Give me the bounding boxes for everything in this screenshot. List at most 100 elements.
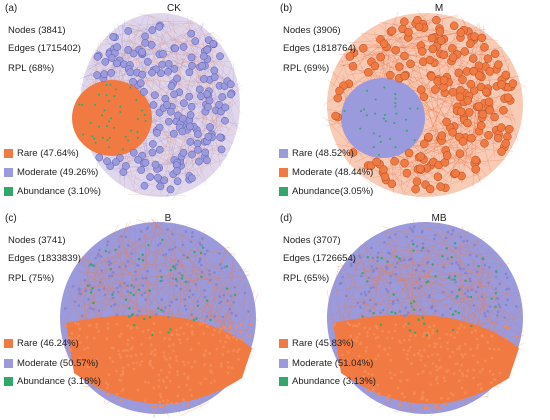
node-dot bbox=[140, 293, 144, 297]
node-dot bbox=[137, 257, 141, 261]
node-dot bbox=[174, 401, 178, 405]
node-dot bbox=[97, 288, 101, 292]
edges-count: Edges (1833839) bbox=[8, 253, 81, 264]
node-dot bbox=[435, 378, 438, 382]
node-dot bbox=[100, 269, 104, 272]
node-dot bbox=[151, 366, 155, 370]
node-dot bbox=[148, 148, 157, 157]
node-dot bbox=[451, 169, 460, 178]
node-dot bbox=[205, 299, 209, 302]
node-dot bbox=[420, 354, 424, 358]
node-dot bbox=[106, 322, 110, 326]
node-dot bbox=[384, 120, 387, 123]
node-dot bbox=[402, 314, 406, 318]
node-dot bbox=[114, 248, 117, 252]
node-dot bbox=[140, 343, 143, 346]
node-dot bbox=[357, 322, 361, 326]
node-dot bbox=[160, 405, 164, 409]
node-dot bbox=[391, 300, 395, 303]
node-dot bbox=[190, 324, 194, 328]
node-dot bbox=[474, 102, 484, 111]
node-dot bbox=[371, 373, 374, 376]
node-dot bbox=[237, 357, 241, 361]
node-dot bbox=[476, 343, 480, 347]
node-dot bbox=[385, 287, 388, 291]
panel-title: B bbox=[164, 213, 172, 224]
node-dot bbox=[156, 182, 165, 191]
panel-tag: (a) bbox=[5, 3, 18, 14]
node-dot bbox=[446, 347, 450, 351]
node-dot bbox=[176, 394, 180, 398]
node-dot bbox=[345, 294, 348, 298]
node-dot bbox=[167, 315, 170, 319]
node-dot bbox=[77, 304, 81, 307]
node-dot bbox=[168, 379, 172, 383]
node-dot bbox=[428, 295, 431, 299]
node-dot bbox=[106, 393, 110, 397]
node-dot bbox=[461, 355, 465, 359]
node-dot bbox=[178, 341, 182, 345]
node-dot bbox=[356, 301, 360, 305]
node-dot bbox=[76, 322, 80, 326]
node-dot bbox=[190, 313, 193, 316]
node-dot bbox=[497, 347, 501, 351]
legend-swatch bbox=[4, 187, 13, 196]
legend-item-rare: Rare (47.64%) bbox=[4, 148, 79, 159]
node-dot bbox=[381, 308, 385, 312]
node-dot bbox=[91, 264, 94, 267]
node-dot bbox=[423, 406, 427, 410]
node-dot bbox=[126, 259, 130, 263]
node-dot bbox=[126, 324, 130, 328]
node-dot bbox=[490, 356, 494, 360]
node-dot bbox=[229, 331, 233, 334]
node-dot bbox=[151, 160, 160, 169]
node-dot bbox=[120, 234, 123, 238]
node-dot bbox=[130, 252, 133, 255]
node-dot bbox=[147, 40, 156, 49]
node-dot bbox=[94, 256, 97, 260]
node-dot bbox=[480, 333, 484, 337]
node-dot bbox=[432, 237, 436, 241]
node-dot bbox=[111, 360, 115, 363]
node-dot bbox=[428, 344, 431, 348]
node-dot bbox=[198, 243, 202, 247]
node-dot bbox=[111, 158, 120, 166]
node-dot bbox=[360, 274, 363, 278]
node-dot bbox=[386, 70, 395, 80]
node-dot bbox=[438, 406, 441, 410]
node-dot bbox=[97, 330, 101, 333]
legend-swatch bbox=[279, 149, 288, 158]
node-dot bbox=[452, 372, 456, 375]
node-dot bbox=[365, 346, 368, 349]
node-dot bbox=[435, 375, 439, 379]
node-dot bbox=[412, 225, 416, 228]
node-dot bbox=[462, 239, 465, 243]
node-dot bbox=[78, 341, 82, 344]
node-dot bbox=[140, 109, 143, 112]
node-dot bbox=[387, 179, 397, 189]
node-dot bbox=[125, 354, 129, 358]
node-dot bbox=[78, 103, 81, 106]
node-dot bbox=[423, 322, 426, 325]
node-dot bbox=[104, 249, 108, 253]
node-dot bbox=[372, 332, 376, 336]
node-dot bbox=[182, 372, 186, 376]
node-dot bbox=[394, 265, 397, 269]
node-dot bbox=[164, 67, 172, 76]
node-dot bbox=[454, 310, 457, 313]
node-dot bbox=[372, 285, 375, 289]
node-dot bbox=[468, 277, 472, 281]
node-dot bbox=[132, 361, 135, 365]
node-dot bbox=[93, 71, 101, 79]
node-dot bbox=[208, 352, 212, 355]
node-dot bbox=[134, 353, 138, 357]
node-dot bbox=[199, 263, 203, 267]
node-dot bbox=[188, 61, 196, 70]
node-dot bbox=[119, 110, 122, 113]
node-dot bbox=[181, 360, 185, 364]
node-dot bbox=[355, 324, 359, 328]
node-dot bbox=[208, 273, 211, 276]
node-dot bbox=[414, 334, 417, 338]
node-dot bbox=[197, 92, 205, 101]
node-dot bbox=[179, 287, 183, 291]
